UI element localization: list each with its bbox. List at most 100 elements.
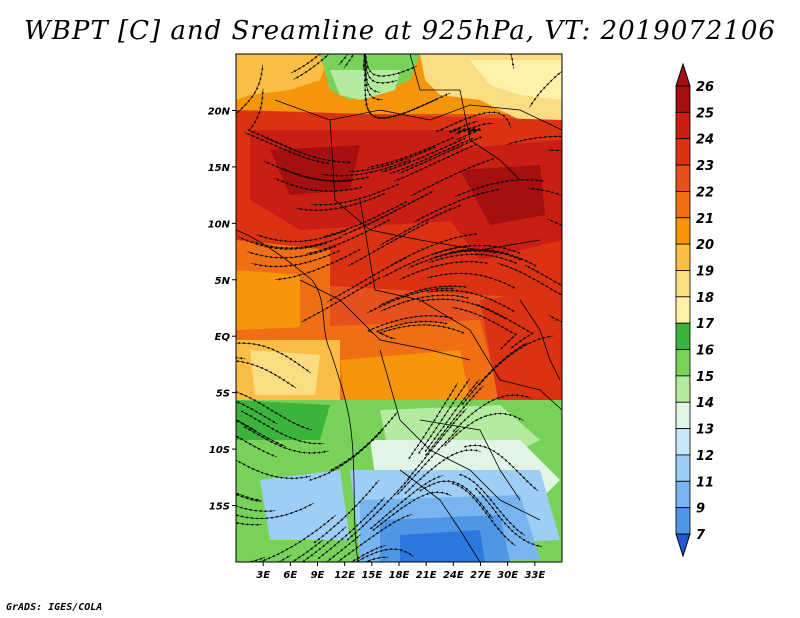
streamline <box>289 54 292 55</box>
colorbar-label: 9 <box>696 502 705 517</box>
colorbar-top-arrow <box>675 62 691 87</box>
colorbar-swatch <box>675 322 691 350</box>
streamline <box>263 136 351 164</box>
streamline <box>330 410 399 471</box>
streamline <box>474 303 534 349</box>
streamline <box>528 187 562 220</box>
streamline <box>459 473 526 536</box>
streamline <box>450 126 462 133</box>
latitude-axis: 20N 15N 10N 5N EQ 5S 10S 15S <box>208 106 236 513</box>
streamline <box>236 392 278 425</box>
colorbar-swatch <box>675 191 691 219</box>
streamline <box>236 495 263 526</box>
streamline <box>306 556 389 562</box>
colorbar-label: 14 <box>696 396 714 411</box>
colorbar-label: 21 <box>696 212 714 227</box>
colorbar-swatch <box>675 270 691 298</box>
colorbar-swatch <box>675 480 691 509</box>
streamline <box>290 54 357 74</box>
streamline <box>461 342 528 406</box>
map-field <box>236 54 562 562</box>
streamline <box>404 448 481 494</box>
colorbar-label: 13 <box>696 423 714 438</box>
colorbar-swatch <box>675 349 691 377</box>
streamline <box>263 160 352 183</box>
lat-tick-label: 5S <box>216 389 230 400</box>
streamline <box>343 54 366 69</box>
streamline <box>431 244 521 256</box>
streamline <box>301 277 381 323</box>
streamline <box>348 146 436 173</box>
colorbar-swatch <box>675 164 691 192</box>
longitude-axis: 3E 6E 9E 12E 15E 18E 21E 24E 27E 30E 33E <box>256 562 545 581</box>
lat-tick-label: 15S <box>209 502 230 513</box>
streamline <box>410 158 495 196</box>
colorbar-label: 23 <box>696 159 714 174</box>
colorbar-swatch <box>675 111 691 140</box>
lon-tick-label: 27E <box>470 570 491 581</box>
streamline <box>367 314 453 334</box>
colorbar-label: 19 <box>696 264 714 279</box>
colorbar-label: 12 <box>696 449 714 464</box>
colorbar-swatch <box>675 401 691 429</box>
streamline <box>348 222 429 267</box>
streamline <box>331 547 414 562</box>
lon-tick-label: 9E <box>311 570 325 581</box>
lat-tick-label: 15N <box>208 163 231 174</box>
colorbar-label: 18 <box>696 291 714 306</box>
colorbar-swatch <box>675 296 691 324</box>
streamline <box>296 193 386 212</box>
lon-tick-label: 21E <box>416 570 437 581</box>
streamline <box>236 419 277 458</box>
lon-tick-label: 12E <box>334 570 355 581</box>
colorbar-label: 7 <box>696 528 706 543</box>
lat-tick-label: 10S <box>209 445 230 456</box>
streamline <box>444 412 524 447</box>
colorbar-swatch <box>675 428 691 456</box>
streamline <box>236 454 311 480</box>
colorbar: 26 25 24 23 22 21 20 19 18 17 16 15 14 13 12 11 9 7 <box>675 62 715 558</box>
lat-tick-label: 10N <box>208 219 231 230</box>
colorbar-label: 17 <box>696 317 715 332</box>
lon-tick-label: 15E <box>361 570 382 581</box>
lon-tick-label: 3E <box>256 570 270 581</box>
colorbar-label: 16 <box>696 344 714 359</box>
lon-tick-label: 24E <box>443 570 464 581</box>
colorbar-label: 20 <box>696 238 714 253</box>
streamline <box>506 135 562 145</box>
lon-tick-label: 30E <box>497 570 518 581</box>
streamline <box>236 356 246 380</box>
streamline <box>236 418 239 439</box>
colorbar-bottom-arrow <box>675 533 691 558</box>
streamline <box>379 323 465 336</box>
streamline <box>236 64 264 132</box>
streamline <box>287 534 361 562</box>
colorbar-swatch <box>675 507 691 535</box>
streamline <box>236 482 276 513</box>
colorbar-label: 26 <box>696 80 714 95</box>
lat-tick-label: EQ <box>215 332 231 343</box>
colorbar-label: 25 <box>696 106 714 121</box>
colorbar-swatch <box>675 454 691 482</box>
colorbar-label: 15 <box>696 370 714 385</box>
streamline <box>366 287 454 314</box>
streamline <box>236 341 312 374</box>
streamline <box>435 111 512 133</box>
streamline <box>399 260 488 280</box>
lon-tick-label: 18E <box>389 570 410 581</box>
streamline <box>456 127 482 140</box>
streamline <box>236 406 256 431</box>
lon-tick-label: 33E <box>524 570 545 581</box>
colorbar-swatch <box>675 85 691 113</box>
colorbar-label: 11 <box>696 475 714 490</box>
colorbar-label: 24 <box>696 133 714 148</box>
streamline <box>497 263 562 304</box>
streamline <box>529 54 562 108</box>
grads-credit: GrADS: IGES/COLA <box>6 602 103 613</box>
colorbar-swatch <box>675 375 691 403</box>
colorbar-label: 22 <box>696 185 714 200</box>
lon-tick-label: 6E <box>283 570 297 581</box>
colorbar-swatch <box>675 217 691 245</box>
streamline <box>364 97 440 120</box>
